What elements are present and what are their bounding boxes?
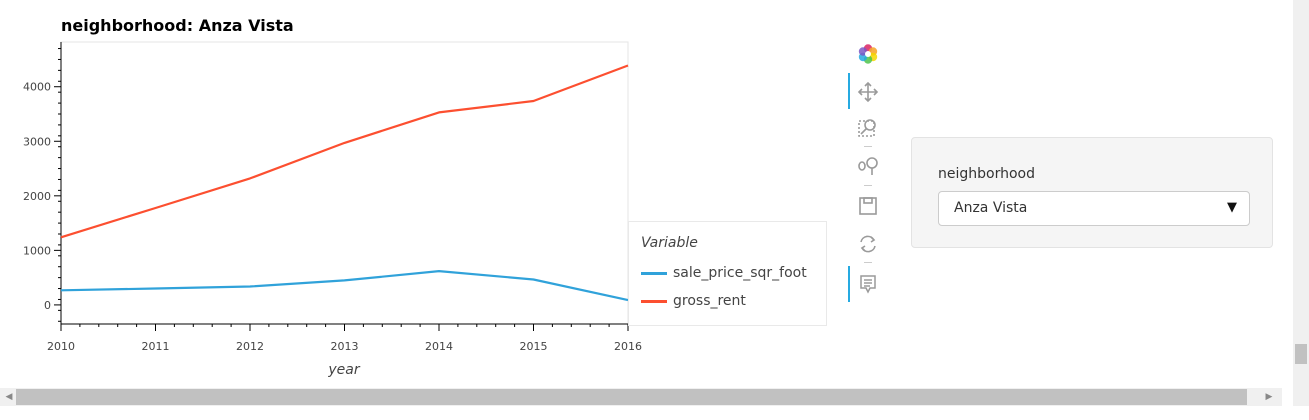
x-tick-label: 2015	[520, 340, 548, 353]
neighborhood-select-value: Anza Vista	[954, 200, 1028, 216]
legend-title: Variable	[641, 235, 698, 251]
vertical-scrollbar[interactable]	[1293, 0, 1309, 406]
hover-active-indicator	[848, 266, 850, 302]
toolbar-separator	[864, 185, 872, 186]
x-axis-label: year	[327, 362, 360, 378]
y-tick-label: 1000	[23, 244, 51, 257]
legend-swatch-sale-price	[641, 271, 667, 275]
scroll-left-icon[interactable]: ◀	[5, 392, 13, 402]
y-tick-label: 3000	[23, 135, 51, 148]
x-tick-label: 2014	[425, 340, 453, 353]
y-tick-label: 4000	[23, 81, 51, 94]
hover-icon[interactable]	[854, 270, 882, 298]
legend-swatch-gross-rent	[641, 299, 667, 303]
toolbar-separator	[864, 146, 872, 147]
bokeh-logo-icon[interactable]	[854, 40, 882, 68]
plot: neighborhood: Anza Vista 0 1000 2000 3000 40…	[0, 0, 840, 390]
legend-label-sale-price: sale_price_sqr_foot	[673, 265, 807, 281]
legend-item-sale-price[interactable]: sale_price_sqr_foot	[641, 264, 807, 282]
chart-title: neighborhood: Anza Vista	[61, 16, 294, 35]
vertical-scroll-thumb[interactable]	[1295, 344, 1307, 364]
x-tick-label: 2010	[47, 340, 75, 353]
series-line-sale_price_sqr_foot	[60, 270, 629, 302]
y-axis: 0 1000 2000 3000 4000	[23, 42, 62, 324]
series-layer	[60, 64, 629, 302]
horizontal-scrollbar[interactable]: ◀ ▶	[0, 388, 1282, 406]
y-tick-label: 2000	[23, 190, 51, 203]
plot-toolbar	[848, 40, 888, 320]
wheel-zoom-icon[interactable]	[854, 152, 882, 180]
scroll-right-icon[interactable]: ▶	[1265, 392, 1273, 402]
toolbar-separator	[864, 262, 872, 263]
save-icon[interactable]	[854, 192, 882, 220]
x-tick-label: 2016	[614, 340, 642, 353]
pan-active-indicator	[848, 73, 850, 109]
legend: Variable sale_price_sqr_foot gross_rent	[628, 221, 827, 326]
x-tick-label: 2013	[331, 340, 359, 353]
x-axis: 2010 2011 2012 2013 2014 2015 2016	[47, 323, 642, 353]
widget-panel: neighborhood Anza Vista ▼	[911, 137, 1273, 248]
horizontal-scroll-thumb[interactable]	[16, 389, 1247, 405]
reset-icon[interactable]	[854, 230, 882, 258]
neighborhood-label: neighborhood	[938, 166, 1035, 182]
legend-item-gross-rent[interactable]: gross_rent	[641, 292, 746, 310]
series-line-gross_rent	[60, 64, 629, 239]
pan-icon[interactable]	[854, 78, 882, 106]
neighborhood-select[interactable]: Anza Vista ▼	[938, 191, 1250, 226]
x-tick-label: 2012	[236, 340, 264, 353]
box-zoom-icon[interactable]	[854, 114, 882, 142]
y-tick-label: 0	[44, 299, 51, 312]
legend-label-gross-rent: gross_rent	[673, 293, 746, 309]
chevron-down-icon: ▼	[1227, 200, 1237, 215]
x-tick-label: 2011	[142, 340, 170, 353]
